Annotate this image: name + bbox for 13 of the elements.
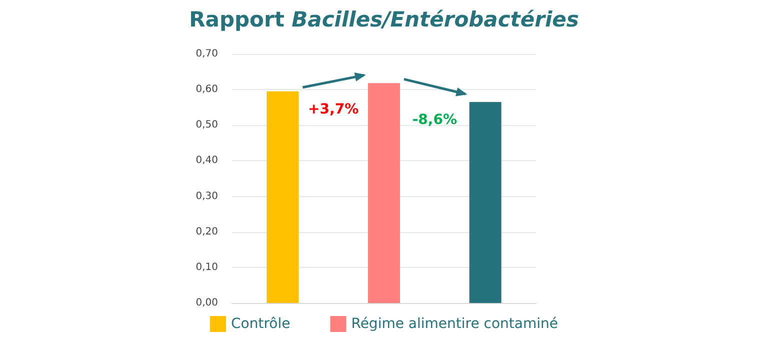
chart-title: Rapport Bacilles/Entérobactéries [189, 8, 579, 32]
y-tick-label: 0,60 [196, 84, 218, 96]
legend-label: Régime alimentire contaminé [351, 316, 558, 332]
y-tick-label: 0,00 [196, 298, 218, 308]
y-tick-label: 0,20 [196, 226, 218, 238]
y-tick-label: 0,30 [196, 190, 218, 202]
legend-label: Contrôle [231, 316, 290, 332]
annotation: -8,6% [412, 112, 457, 128]
y-tick-label: 0,10 [196, 262, 218, 273]
y-tick-label: 0,50 [196, 120, 218, 131]
annotation: +3,7% [308, 101, 359, 118]
y-tick-label: 0,70 [196, 48, 218, 60]
y-tick-label: 0,40 [196, 155, 218, 166]
